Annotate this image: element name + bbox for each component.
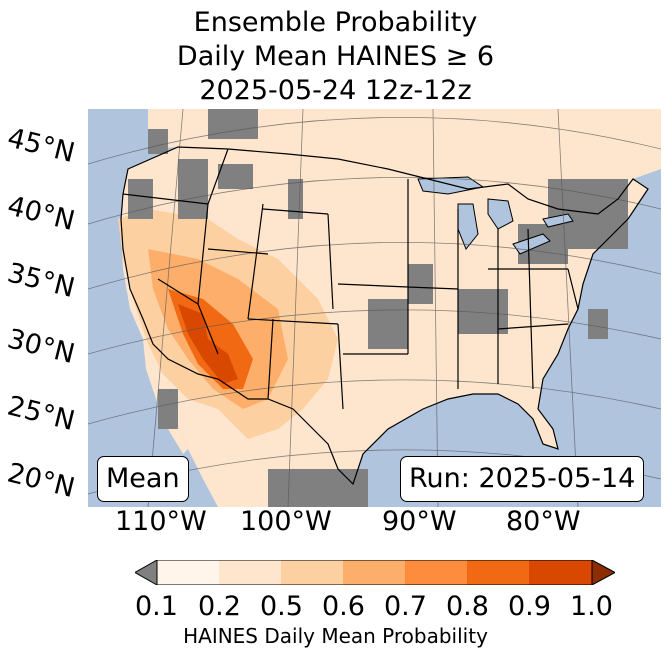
title-line-2: Daily Mean HAINES ≥ 6 bbox=[176, 41, 495, 72]
title-line-3: 2025-05-24 12z-12z bbox=[199, 75, 472, 106]
map-panel bbox=[88, 109, 661, 507]
lat-label-35: 35°N bbox=[4, 257, 78, 305]
colorbar-bin-3 bbox=[281, 560, 343, 585]
lat-label-20: 20°N bbox=[4, 457, 78, 505]
stat-label-box: Mean bbox=[97, 456, 189, 502]
colorbar-under-arrow bbox=[135, 560, 158, 585]
lat-label-30: 30°N bbox=[4, 323, 78, 371]
colorbar-bin-5 bbox=[405, 560, 467, 585]
colorbar-bin-4 bbox=[343, 560, 405, 585]
prob-region-max bbox=[178, 304, 238, 384]
colorbar-tick-1.0: 1.0 bbox=[570, 591, 613, 622]
colorbar-tick-0.1: 0.1 bbox=[135, 591, 178, 622]
colorbar-tick-0.2: 0.2 bbox=[198, 591, 241, 622]
title-line-1: Ensemble Probability bbox=[193, 7, 478, 38]
colorbar-tick-0.7: 0.7 bbox=[384, 591, 427, 622]
graticule bbox=[88, 109, 661, 507]
land-canada bbox=[148, 109, 661, 214]
lat-label-25: 25°N bbox=[4, 390, 78, 438]
colorbar bbox=[135, 560, 615, 585]
colorbar-label: HAINES Daily Mean Probability bbox=[183, 624, 488, 648]
colorbar-over-arrow bbox=[591, 560, 615, 585]
lon-label-90w: 90°W bbox=[382, 506, 457, 537]
colorbar-bin-2 bbox=[219, 560, 281, 585]
colorbar-bin-7 bbox=[529, 560, 592, 585]
lon-label-110w: 110°W bbox=[115, 506, 207, 537]
run-date-box: Run: 2025-05-14 bbox=[400, 456, 645, 502]
lat-label-45: 45°N bbox=[4, 122, 78, 170]
colorbar-tick-0.5: 0.5 bbox=[260, 591, 303, 622]
lon-label-80w: 80°W bbox=[506, 506, 581, 537]
colorbar-tick-0.6: 0.6 bbox=[322, 591, 365, 622]
colorbar-tick-0.8: 0.8 bbox=[446, 591, 489, 622]
lon-label-100w: 100°W bbox=[240, 506, 332, 537]
borders bbox=[120, 146, 649, 486]
lat-label-40: 40°N bbox=[4, 190, 78, 238]
missing-data-masks bbox=[128, 109, 628, 507]
colorbar-tick-0.9: 0.9 bbox=[508, 591, 551, 622]
colorbar-bin-1 bbox=[157, 560, 219, 585]
colorbar-bin-6 bbox=[467, 560, 529, 585]
